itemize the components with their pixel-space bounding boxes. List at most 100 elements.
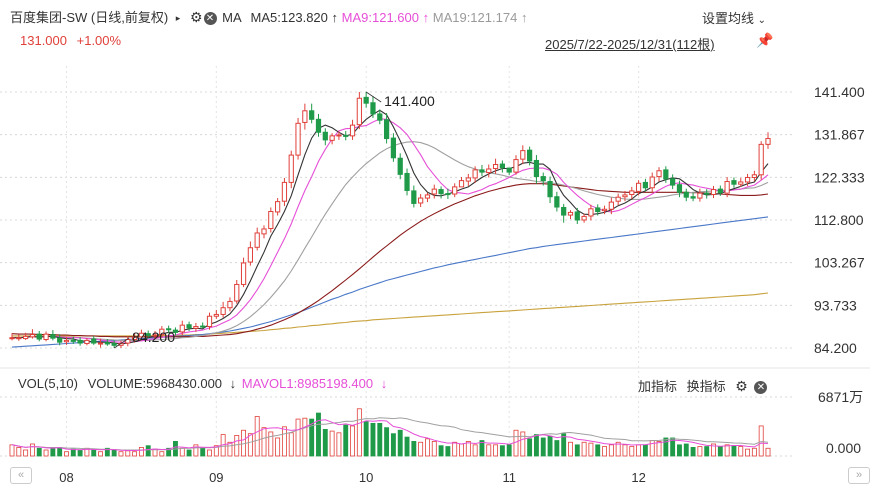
candle <box>138 329 145 341</box>
ma-settings-button[interactable]: 设置均线 ⌄ <box>702 8 766 27</box>
volume-bar <box>309 418 315 457</box>
mavol1-down-arrow-icon: ↓ <box>380 376 388 391</box>
volume-bar <box>527 438 533 457</box>
candle-body <box>91 338 97 344</box>
candle-body <box>111 343 117 346</box>
volume-bar <box>540 437 546 457</box>
candle <box>240 257 247 288</box>
candle <box>465 173 471 186</box>
candle-body <box>615 196 621 202</box>
candle-body <box>227 300 233 309</box>
candle <box>418 194 424 208</box>
candle <box>642 178 649 192</box>
candle-body <box>138 332 145 338</box>
date-range[interactable]: 2025/7/22-2025/12/31(112根) <box>545 34 715 53</box>
title-arrow-icon[interactable]: ▸ <box>175 13 181 23</box>
ma9-up-arrow-icon: ↑ <box>422 10 430 25</box>
volume-bar <box>765 447 771 457</box>
candle-body <box>744 176 751 183</box>
close-icon[interactable]: ✕ <box>203 12 217 26</box>
candle <box>356 92 362 130</box>
candle-body <box>84 339 90 345</box>
candle <box>554 191 560 212</box>
volume-bar <box>254 416 260 457</box>
candle-body <box>438 189 444 195</box>
candle-body <box>683 191 689 198</box>
volume-bar <box>459 443 464 457</box>
candle-body <box>465 177 471 182</box>
volume-bar <box>268 431 274 457</box>
candle-body <box>152 334 158 337</box>
volume-bar <box>629 446 635 457</box>
candle <box>63 337 70 345</box>
candle-body <box>383 119 390 140</box>
annotation-pointer <box>365 91 382 103</box>
gear-icon[interactable]: ⚙ <box>189 9 203 25</box>
candle <box>322 128 328 146</box>
candle-body <box>200 325 206 328</box>
date-tick-label: 09 <box>209 470 223 484</box>
volume-bar <box>356 408 362 457</box>
candle <box>247 241 253 266</box>
candle <box>424 192 431 203</box>
scroll-left-button[interactable]: « <box>10 467 32 484</box>
candle <box>670 174 676 190</box>
volume-bar <box>506 444 512 457</box>
candle-body <box>656 170 662 178</box>
volume-bar <box>377 422 383 457</box>
candle <box>758 141 764 180</box>
candle-body <box>622 194 628 198</box>
candle-body <box>288 154 294 183</box>
volume-bar <box>711 443 716 457</box>
volume-bar <box>111 449 117 457</box>
candle <box>731 177 737 188</box>
candle <box>390 133 397 162</box>
volume-bar <box>731 445 737 457</box>
gear-icon[interactable]: ⚙ <box>735 378 748 394</box>
ma9-line <box>12 118 769 343</box>
candle-body <box>629 190 635 195</box>
candle <box>615 193 621 206</box>
candle-body <box>220 307 226 315</box>
candle-body <box>397 157 403 175</box>
candle-body <box>561 206 567 216</box>
candle-body <box>23 335 29 340</box>
candle-body <box>159 328 165 336</box>
close-icon[interactable]: ✕ <box>754 381 768 395</box>
ma-label: MA <box>222 10 241 25</box>
volume-bar <box>64 451 69 457</box>
volume-bar <box>602 446 607 457</box>
candle-body <box>642 181 649 189</box>
volume-bar <box>677 444 682 457</box>
date-tick-label: 10 <box>359 470 373 484</box>
candle-body <box>172 329 179 333</box>
candle-body <box>751 174 757 178</box>
scroll-right-button[interactable]: » <box>848 467 870 484</box>
volume-bar <box>50 447 56 457</box>
volume-ma-lines <box>11 417 769 451</box>
pin-icon[interactable]: 📌 <box>756 32 774 48</box>
candle-body <box>145 333 151 336</box>
volume-bar <box>533 434 539 457</box>
volume-bar <box>683 443 689 457</box>
candle <box>302 103 308 130</box>
switch-indicator-button[interactable]: 换指标 <box>686 379 726 394</box>
price-tick-label: 122.333 <box>814 169 865 185</box>
stock-title[interactable]: 百度集团-SW (日线,前复权) <box>10 10 169 25</box>
volume-bar <box>513 429 519 457</box>
candle <box>50 330 56 341</box>
candle-body <box>431 188 437 195</box>
volume-bar <box>670 437 676 457</box>
price-tick-label: 93.733 <box>814 297 857 313</box>
candle-body <box>16 337 22 340</box>
candle <box>343 130 349 141</box>
add-indicator-button[interactable]: 加指标 <box>638 379 678 394</box>
candle-body <box>9 337 15 340</box>
candle <box>193 322 199 332</box>
candle <box>588 204 594 221</box>
candle <box>315 113 322 137</box>
candle <box>77 337 83 346</box>
volume-bar <box>350 425 355 457</box>
price-annotations: 141.400 84.200 <box>113 91 435 349</box>
